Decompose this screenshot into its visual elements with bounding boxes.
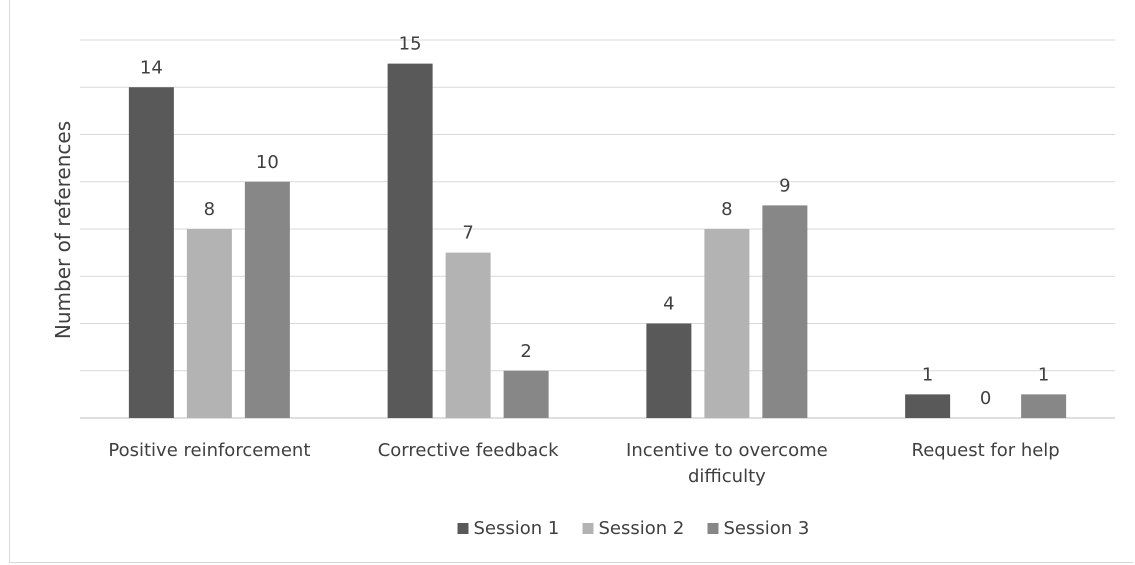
category-labels: Positive reinforcement Corrective feedbac…	[108, 440, 1059, 487]
data-label: 15	[399, 34, 422, 55]
category-label: Positive reinforcement	[108, 440, 310, 461]
bar	[186, 229, 232, 418]
data-label: 1	[1038, 364, 1049, 385]
bar	[646, 323, 692, 418]
data-label: 9	[779, 175, 790, 196]
category-label: Corrective feedback	[378, 440, 559, 461]
data-label: 1	[922, 364, 933, 385]
data-label: 0	[980, 388, 991, 409]
data-label: 14	[140, 57, 163, 78]
bar	[905, 394, 951, 418]
data-label: 4	[663, 294, 674, 315]
bar	[704, 229, 750, 418]
chart-frame	[9, 0, 1133, 563]
bar	[387, 63, 433, 418]
legend-swatch	[582, 523, 594, 534]
legend-swatch	[457, 523, 469, 534]
category-label: Request for help	[912, 440, 1060, 461]
data-label: 8	[721, 199, 732, 220]
category-label: Incentive to overcome difficulty	[626, 440, 828, 487]
y-axis-label: Number of references	[51, 121, 75, 339]
bar	[445, 252, 491, 418]
bars	[128, 63, 1067, 418]
bar	[503, 370, 549, 418]
bar	[128, 87, 174, 418]
bar	[244, 181, 290, 418]
legend-label: Session 1	[474, 518, 560, 539]
data-label: 10	[256, 152, 279, 173]
gridlines	[80, 39, 1115, 419]
bar	[762, 205, 808, 418]
data-label: 7	[462, 223, 473, 244]
legend-label: Session 2	[599, 518, 685, 539]
data-label: 8	[204, 199, 215, 220]
legend-label: Session 3	[724, 518, 810, 539]
bar	[1021, 394, 1067, 418]
data-label: 2	[520, 341, 531, 362]
legend-swatch	[707, 523, 719, 534]
legend: Session 1 Session 2 Session 3	[457, 518, 810, 539]
